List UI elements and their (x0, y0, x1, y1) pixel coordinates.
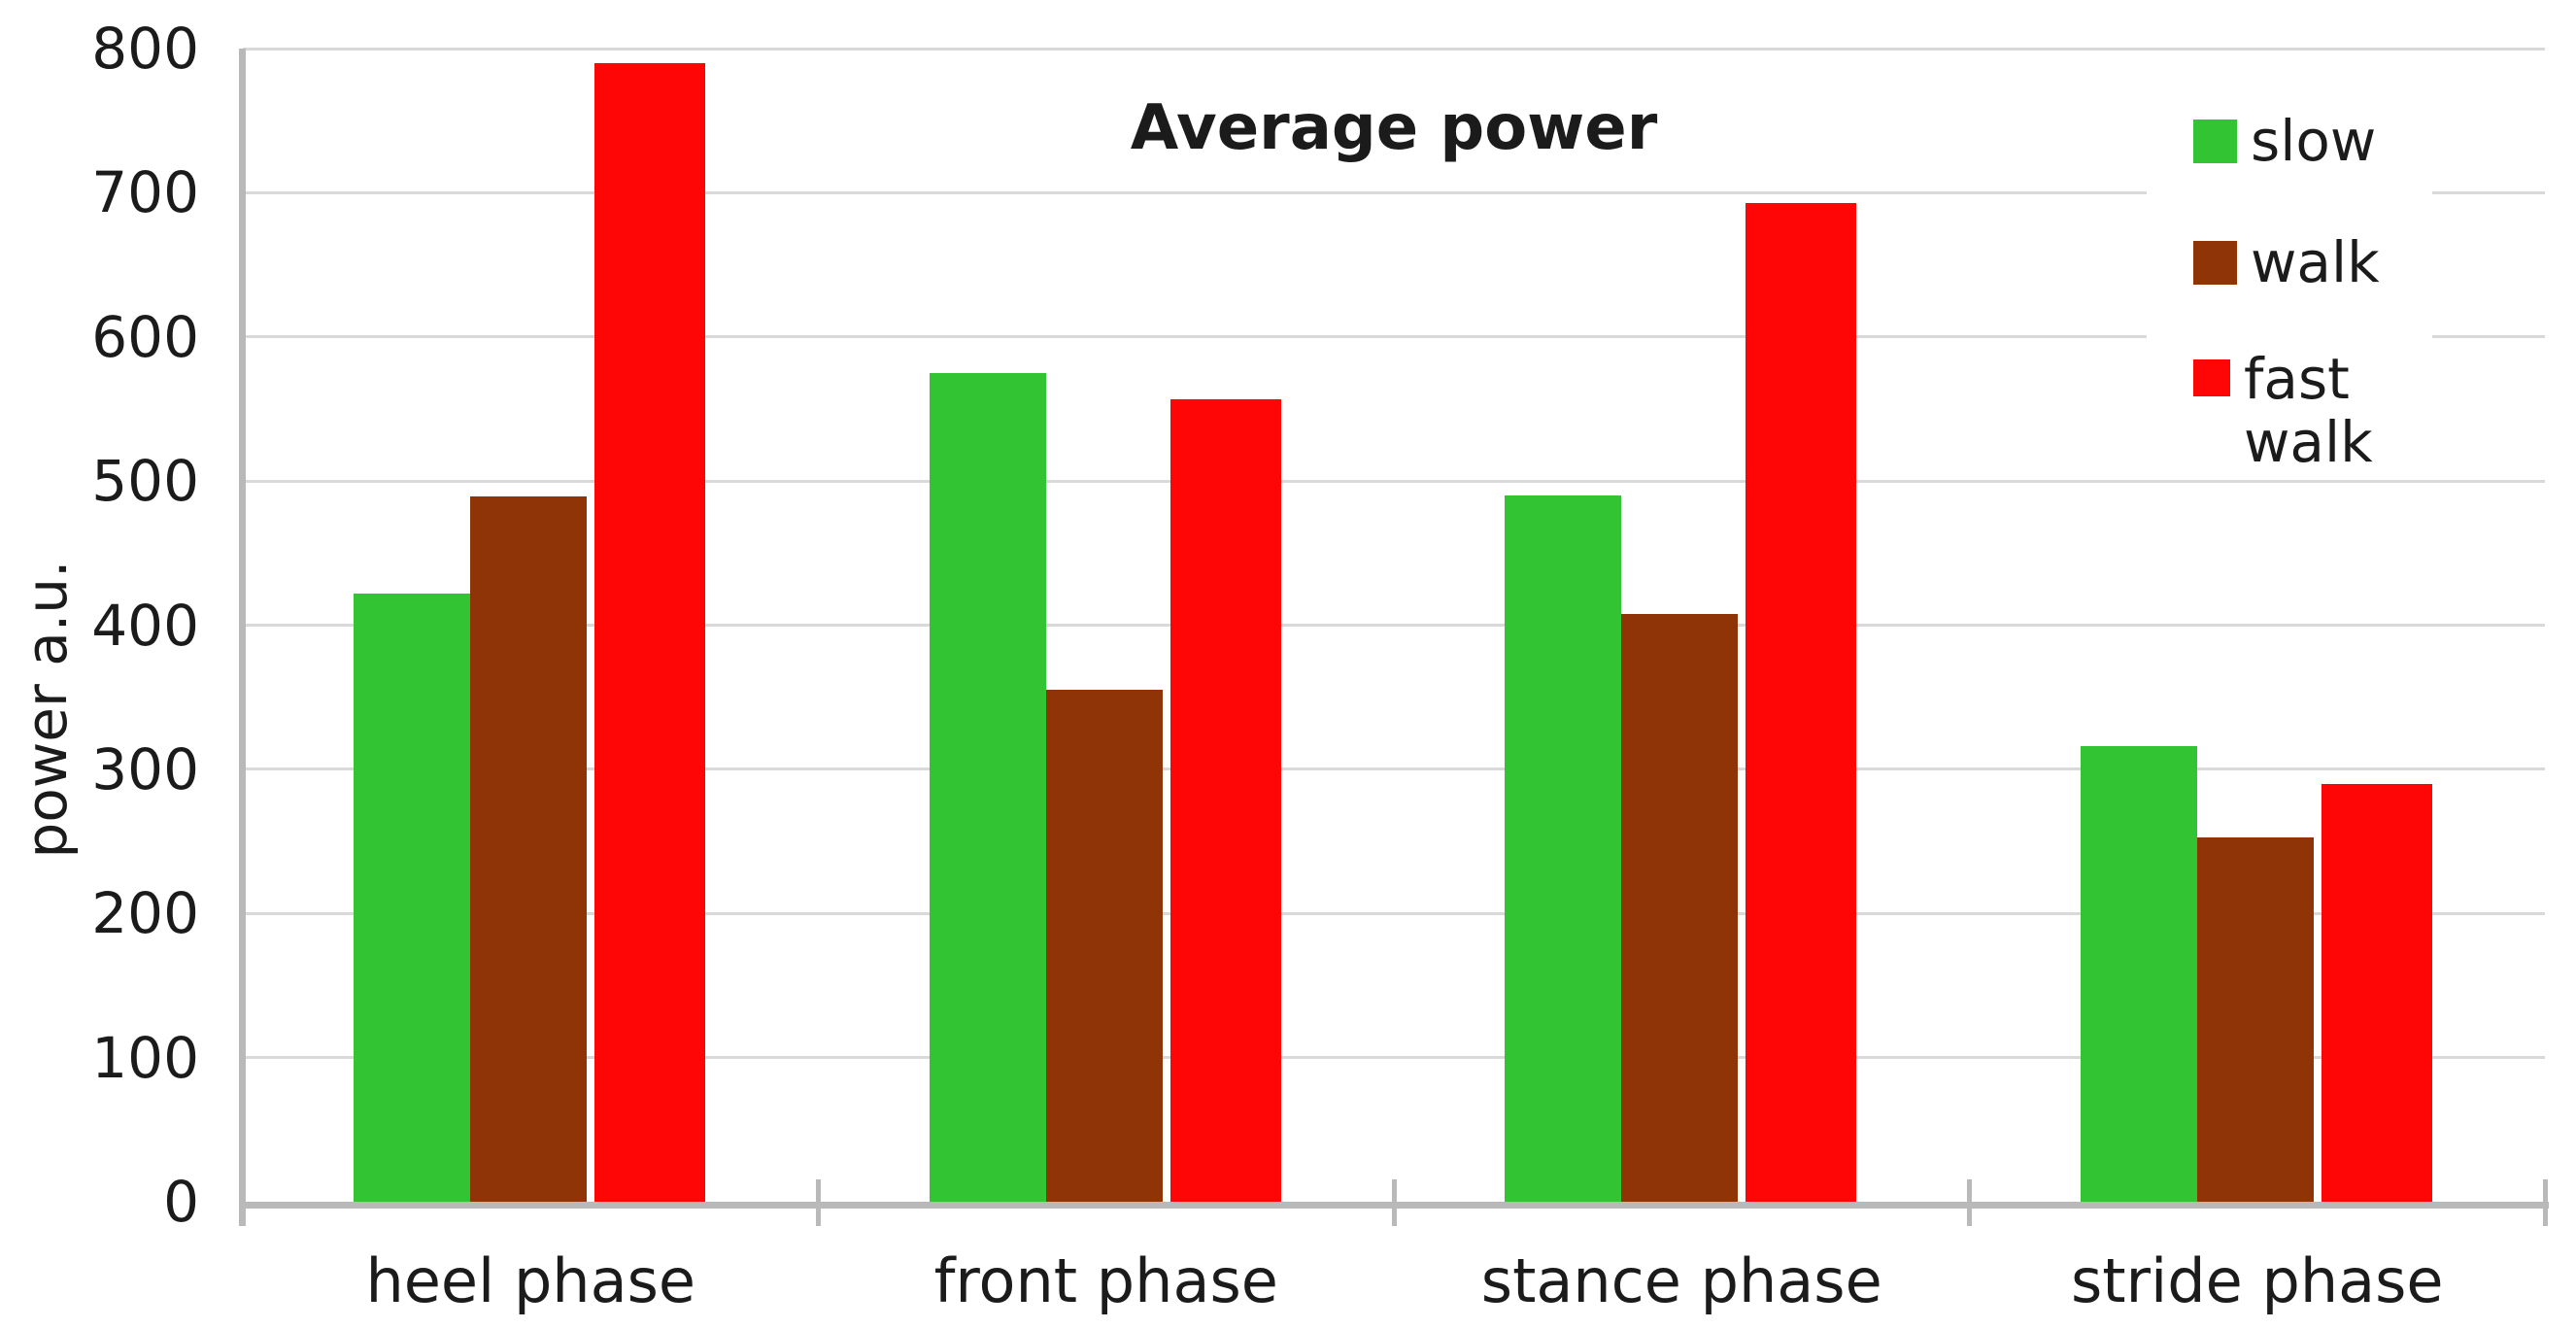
gridline-100 (243, 1056, 2545, 1060)
x-axis-tick (2542, 1179, 2548, 1226)
y-tick-label-200: 200 (91, 880, 199, 947)
y-tick-label-500: 500 (91, 448, 199, 515)
legend: slow walk fast walk (2147, 56, 2432, 474)
legend-entry-slow: slow (2193, 110, 2421, 173)
bar-heel-phase-fast-walk (594, 62, 706, 1202)
bar-stride-phase-slow (2080, 746, 2197, 1202)
x-axis-tick (1967, 1179, 1972, 1226)
gridline-600 (243, 335, 2545, 339)
bar-front-phase-fast-walk (1169, 398, 1281, 1202)
gridline-800 (243, 47, 2545, 51)
legend-label-fast-walk: fast walk (2244, 346, 2373, 475)
bar-stance-phase-walk (1621, 613, 1739, 1202)
bar-stance-phase-slow (1505, 494, 1622, 1202)
x-category-label-stride-phase: stride phase (2070, 1245, 2444, 1316)
legend-entry-fast-walk: fast walk (2193, 348, 2414, 474)
gridline-200 (243, 911, 2545, 915)
x-category-label-front-phase: front phase (933, 1245, 1278, 1316)
chart-title: Average power (1130, 92, 1658, 164)
bar-front-phase-slow (929, 372, 1046, 1202)
y-tick-label-400: 400 (91, 592, 199, 659)
bar-stride-phase-walk (2196, 836, 2314, 1202)
y-tick-label-800: 800 (91, 16, 199, 82)
legend-swatch-fast-walk (2193, 359, 2230, 396)
bar-heel-phase-slow (354, 593, 471, 1202)
legend-label-slow: slow (2251, 108, 2377, 174)
y-tick-label-600: 600 (91, 303, 199, 370)
gridline-300 (243, 767, 2545, 771)
bar-stride-phase-fast-walk (2321, 783, 2432, 1202)
legend-swatch-slow (2193, 119, 2237, 163)
y-axis-line (239, 49, 246, 1226)
legend-label-walk: walk (2251, 229, 2380, 295)
bar-heel-phase-walk (470, 496, 588, 1202)
gridline-400 (243, 624, 2545, 627)
y-tick-label-100: 100 (91, 1024, 199, 1091)
x-axis-tick (240, 1179, 246, 1226)
legend-swatch-walk (2193, 241, 2237, 285)
y-tick-label-700: 700 (91, 159, 199, 226)
x-axis-tick (1391, 1179, 1397, 1226)
x-category-label-stance-phase: stance phase (1480, 1245, 1882, 1316)
y-tick-label-300: 300 (91, 735, 199, 802)
x-axis-tick (816, 1179, 821, 1226)
y-tick-label-0: 0 (163, 1169, 199, 1235)
bar-front-phase-walk (1045, 690, 1163, 1202)
bar-stance-phase-fast-walk (1746, 202, 1857, 1202)
gridline-700 (243, 190, 2545, 194)
gridline-500 (243, 479, 2545, 483)
legend-entry-walk: walk (2193, 231, 2421, 294)
x-category-label-heel-phase: heel phase (365, 1245, 696, 1316)
